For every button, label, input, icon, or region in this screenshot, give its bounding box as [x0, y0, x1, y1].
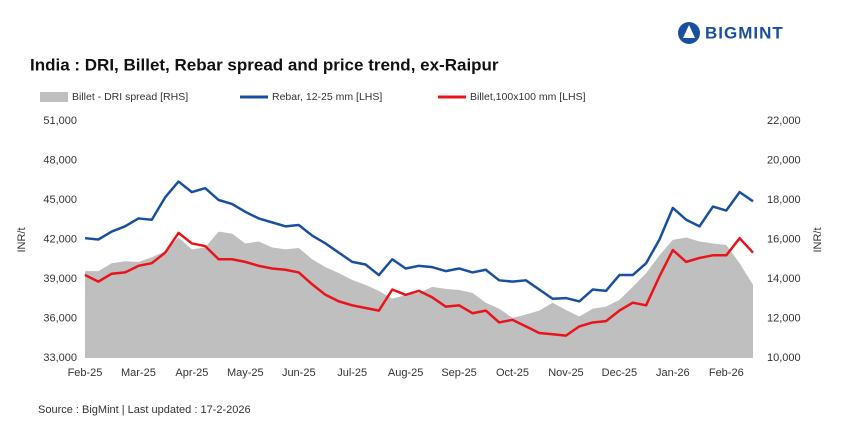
y-tick-label: 42,000 — [43, 233, 77, 245]
x-tick-label: Jun-25 — [282, 367, 316, 379]
y2-axis-label: INR/t — [812, 227, 824, 252]
y-tick-label: 48,000 — [43, 154, 77, 166]
y-tick-label: 45,000 — [43, 194, 77, 206]
x-tick-label: Jul-25 — [337, 367, 367, 379]
x-tick-label: Nov-25 — [548, 367, 583, 379]
x-tick-label: Feb-26 — [709, 367, 744, 379]
y-tick-label: 36,000 — [43, 312, 77, 324]
legend-label: Rebar, 12-25 mm [LHS] — [272, 91, 382, 103]
x-tick-label: Jan-26 — [656, 367, 690, 379]
y-tick-label: 39,000 — [43, 273, 77, 285]
y2-tick-label: 10,000 — [767, 352, 801, 364]
x-tick-label: Sep-25 — [441, 367, 476, 379]
x-tick-label: Feb-25 — [68, 367, 103, 379]
y2-tick-label: 16,000 — [767, 233, 801, 245]
y2-tick-label: 12,000 — [767, 312, 801, 324]
y2-tick-label: 18,000 — [767, 194, 801, 206]
logo-icon-shape — [683, 25, 695, 38]
x-tick-label: Dec-25 — [602, 367, 637, 379]
source-note: Source : BigMint | Last updated : 17-2-2… — [38, 404, 251, 416]
y-tick-label: 33,000 — [43, 352, 77, 364]
y2-tick-label: 20,000 — [767, 154, 801, 166]
series-line — [84, 180, 754, 303]
x-tick-label: Mar-25 — [121, 367, 156, 379]
legend-label: Billet - DRI spread [RHS] — [72, 91, 188, 103]
x-tick-label: Aug-25 — [388, 367, 423, 379]
chart-title: India : DRI, Billet, Rebar spread and pr… — [30, 55, 499, 74]
x-tick-label: May-25 — [227, 367, 264, 379]
y2-tick-label: 22,000 — [767, 115, 801, 127]
y2-tick-label: 14,000 — [767, 273, 801, 285]
x-tick-label: Oct-25 — [496, 367, 529, 379]
legend-swatch — [40, 92, 68, 102]
x-tick-label: Apr-25 — [175, 367, 208, 379]
legend-label: Billet,100x100 mm [LHS] — [470, 91, 586, 103]
series-line — [84, 231, 754, 337]
logo: BIGMINT — [678, 22, 784, 44]
y-axis-label: INR/t — [16, 227, 28, 252]
y-tick-label: 51,000 — [43, 115, 77, 127]
logo-text: BIGMINT — [705, 23, 784, 42]
